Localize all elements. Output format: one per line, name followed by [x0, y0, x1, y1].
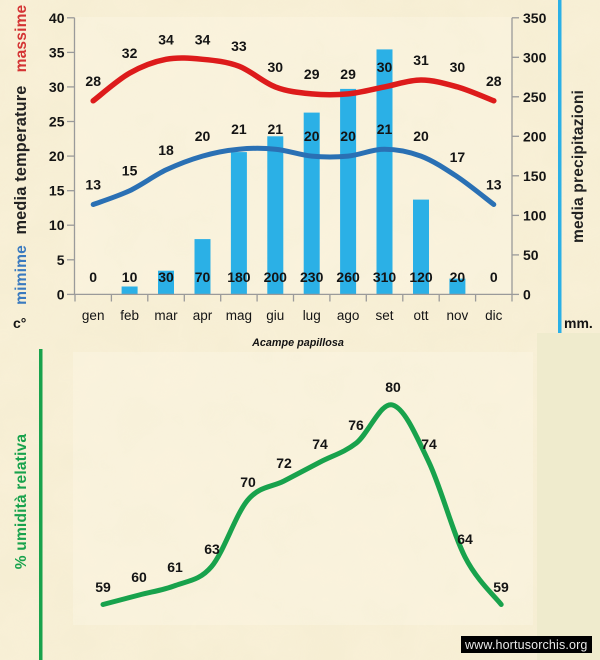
svg-text:35: 35	[49, 44, 65, 60]
svg-text:30: 30	[377, 59, 393, 75]
svg-text:33: 33	[231, 38, 247, 54]
svg-text:59: 59	[95, 579, 111, 595]
svg-text:30: 30	[158, 269, 174, 285]
svg-text:20: 20	[304, 128, 320, 144]
svg-text:giu: giu	[266, 308, 284, 323]
svg-text:nov: nov	[447, 308, 469, 323]
svg-text:20: 20	[49, 148, 65, 164]
svg-text:apr: apr	[193, 308, 213, 323]
svg-text:60: 60	[131, 569, 147, 585]
svg-text:150: 150	[523, 168, 547, 184]
svg-text:350: 350	[523, 10, 547, 26]
svg-text:70: 70	[240, 474, 256, 490]
svg-text:lug: lug	[303, 308, 321, 323]
svg-text:34: 34	[195, 31, 211, 47]
svg-text:63: 63	[204, 541, 220, 557]
svg-text:0: 0	[523, 286, 531, 302]
svg-text:300: 300	[523, 49, 547, 65]
svg-text:20: 20	[340, 128, 356, 144]
svg-text:76: 76	[348, 417, 364, 433]
svg-text:c°: c°	[13, 315, 26, 331]
svg-text:120: 120	[409, 269, 433, 285]
svg-text:mimime: mimime	[13, 245, 30, 305]
svg-text:massime: massime	[13, 4, 30, 72]
svg-text:64: 64	[457, 531, 473, 547]
svg-text:250: 250	[523, 89, 547, 105]
svg-text:70: 70	[195, 269, 211, 285]
svg-text:25: 25	[49, 114, 65, 130]
svg-text:0: 0	[490, 269, 498, 285]
svg-text:30: 30	[268, 59, 284, 75]
svg-text:61: 61	[167, 559, 183, 575]
svg-text:21: 21	[231, 121, 247, 137]
svg-text:29: 29	[304, 66, 320, 82]
svg-text:18: 18	[158, 142, 174, 158]
svg-text:74: 74	[312, 436, 328, 452]
svg-text:mar: mar	[154, 308, 178, 323]
svg-text:260: 260	[336, 269, 360, 285]
svg-text:15: 15	[122, 163, 138, 179]
svg-text:20: 20	[450, 269, 466, 285]
svg-text:% umidità relativa: % umidità relativa	[13, 434, 30, 570]
svg-text:74: 74	[421, 436, 437, 452]
svg-text:28: 28	[486, 73, 502, 89]
svg-text:230: 230	[300, 269, 324, 285]
svg-text:29: 29	[340, 66, 356, 82]
svg-text:20: 20	[195, 128, 211, 144]
svg-text:40: 40	[49, 10, 65, 26]
svg-text:15: 15	[49, 183, 65, 199]
svg-text:gen: gen	[82, 308, 105, 323]
svg-text:feb: feb	[120, 308, 139, 323]
svg-text:media temperature: media temperature	[12, 85, 30, 234]
svg-text:200: 200	[264, 269, 288, 285]
svg-text:310: 310	[373, 269, 397, 285]
svg-text:31: 31	[413, 52, 429, 68]
svg-text:28: 28	[85, 73, 101, 89]
svg-text:0: 0	[57, 286, 65, 302]
svg-text:17: 17	[450, 149, 466, 165]
svg-text:dic: dic	[485, 308, 503, 323]
svg-text:30: 30	[49, 79, 65, 95]
svg-text:100: 100	[523, 207, 547, 223]
svg-text:mm.: mm.	[564, 315, 593, 331]
svg-text:59: 59	[493, 579, 509, 595]
svg-text:10: 10	[49, 217, 65, 233]
svg-text:mag: mag	[226, 308, 252, 323]
svg-text:21: 21	[377, 121, 393, 137]
svg-text:0: 0	[89, 269, 97, 285]
svg-text:30: 30	[450, 59, 466, 75]
svg-text:21: 21	[268, 121, 284, 137]
svg-text:set: set	[375, 308, 393, 323]
svg-text:ott: ott	[413, 308, 428, 323]
svg-text:5: 5	[57, 252, 65, 268]
svg-text:Acampe papillosa: Acampe papillosa	[251, 337, 344, 349]
svg-text:media precipitazioni: media precipitazioni	[570, 90, 587, 243]
svg-text:20: 20	[413, 128, 429, 144]
svg-text:13: 13	[486, 177, 502, 193]
svg-text:13: 13	[85, 177, 101, 193]
svg-text:32: 32	[122, 45, 138, 61]
svg-text:80: 80	[385, 379, 401, 395]
svg-text:50: 50	[523, 247, 539, 263]
svg-text:72: 72	[276, 455, 292, 471]
svg-text:200: 200	[523, 128, 547, 144]
svg-text:10: 10	[122, 269, 138, 285]
svg-text:www.hortusorchis.org: www.hortusorchis.org	[464, 638, 588, 652]
svg-text:34: 34	[158, 31, 174, 47]
svg-text:ago: ago	[337, 308, 360, 323]
svg-text:180: 180	[227, 269, 251, 285]
